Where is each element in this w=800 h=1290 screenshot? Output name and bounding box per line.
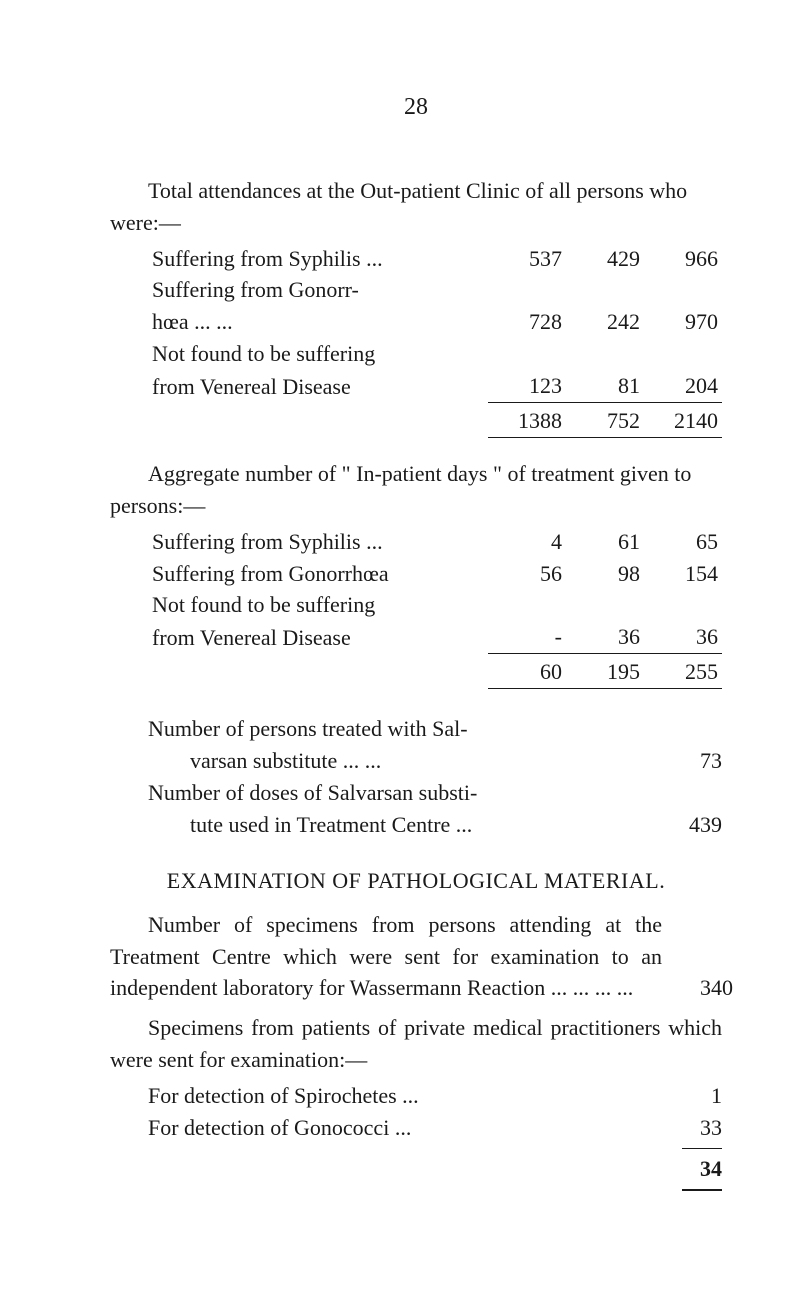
total-cell: 255 <box>644 656 722 688</box>
row-label: from Venereal Disease <box>148 621 488 653</box>
treatment-value: 73 <box>652 745 722 777</box>
treatment-label: Number of persons treated with Sal- <box>148 713 652 745</box>
treatment-label: varsan substitute ... ... <box>148 745 652 777</box>
row-label: from Venereal Disease <box>148 370 488 402</box>
total-row: 34 <box>148 1153 722 1185</box>
cell: 154 <box>644 558 722 590</box>
cell: 123 <box>488 370 566 402</box>
total-cell: 752 <box>566 405 644 437</box>
table-row: Suffering from Gonorr- <box>148 274 722 306</box>
cell: 4 <box>488 526 566 558</box>
detection-value: 1 <box>652 1080 722 1112</box>
table-row: Suffering from Syphilis ...46165 <box>148 526 722 558</box>
list-item: Number of doses of Salvarsan substi- <box>148 777 722 809</box>
inpatient-table: Suffering from Syphilis ...46165 Sufferi… <box>148 526 722 691</box>
total-row: 13887522140 <box>148 405 722 437</box>
specimens-text: Number of specimens from persons attendi… <box>110 909 662 1005</box>
treatment-value: 439 <box>652 809 722 841</box>
private-specimens-paragraph: Specimens from patients of private medic… <box>110 1012 722 1076</box>
page-number: 28 <box>110 90 722 125</box>
row-label: Not found to be suffering <box>148 589 488 621</box>
row-label: Suffering from Syphilis ... <box>148 526 488 558</box>
cell: 61 <box>566 526 644 558</box>
row-label: Suffering from Syphilis ... <box>148 243 488 275</box>
cell: 81 <box>566 370 644 402</box>
rule <box>682 1148 722 1149</box>
treatment-label: tute used in Treatment Centre ... <box>148 809 652 841</box>
row-label: Suffering from Gonorrhœa <box>148 558 488 590</box>
rule <box>682 1189 722 1191</box>
detection-value: 33 <box>652 1112 722 1144</box>
detection-label: For detection of Gonococci ... <box>148 1112 652 1144</box>
cell: 728 <box>488 306 566 338</box>
cell: 204 <box>644 370 722 402</box>
cell: - <box>488 621 566 653</box>
table-row: Not found to be suffering <box>148 338 722 370</box>
table-row: Not found to be suffering <box>148 589 722 621</box>
total-cell: 2140 <box>644 405 722 437</box>
table-row: hœa ... ...728242970 <box>148 306 722 338</box>
list-item: For detection of Gonococci ... 33 <box>148 1112 722 1144</box>
row-label: Not found to be suffering <box>148 338 488 370</box>
cell: 970 <box>644 306 722 338</box>
detection-total: 34 <box>652 1153 722 1185</box>
row-label: hœa ... ... <box>148 306 488 338</box>
cell: 242 <box>566 306 644 338</box>
list-item: varsan substitute ... ... 73 <box>148 745 722 777</box>
detection-list: For detection of Spirochetes ... 1 For d… <box>148 1080 722 1191</box>
table-row: from Venereal Disease-3636 <box>148 621 722 653</box>
detection-label: For detection of Spirochetes ... <box>148 1080 652 1112</box>
cell: 36 <box>566 621 644 653</box>
list-item: tute used in Treatment Centre ... 439 <box>148 809 722 841</box>
specimens-value: 340 <box>662 972 722 1004</box>
total-cell: 1388 <box>488 405 566 437</box>
cell: 98 <box>566 558 644 590</box>
cell: 429 <box>566 243 644 275</box>
table-row: Suffering from Syphilis ...537429966 <box>148 243 722 275</box>
treatment-label: Number of doses of Salvarsan substi- <box>148 777 652 809</box>
table-row: Suffering from Gonorrhœa5698154 <box>148 558 722 590</box>
cell: 966 <box>644 243 722 275</box>
total-row: 60195255 <box>148 656 722 688</box>
total-cell: 60 <box>488 656 566 688</box>
total-cell: 195 <box>566 656 644 688</box>
table-row: from Venereal Disease12381204 <box>148 370 722 402</box>
cell: 537 <box>488 243 566 275</box>
intro-paragraph-2: Aggregate number of " In-patient days " … <box>110 458 722 522</box>
attendance-table: Suffering from Syphilis ...537429966 Suf… <box>148 243 722 440</box>
cell: 65 <box>644 526 722 558</box>
specimens-paragraph: Number of specimens from persons attendi… <box>110 909 722 1005</box>
treatment-list: Number of persons treated with Sal- vars… <box>148 713 722 841</box>
cell: 36 <box>644 621 722 653</box>
list-item: Number of persons treated with Sal- <box>148 713 722 745</box>
intro-paragraph-1: Total attendances at the Out-patient Cli… <box>110 175 722 239</box>
section-heading: EXAMINATION OF PATHOLOGICAL MATERIAL. <box>110 865 722 897</box>
row-label: Suffering from Gonorr- <box>148 274 488 306</box>
list-item: For detection of Spirochetes ... 1 <box>148 1080 722 1112</box>
document-page: 28 Total attendances at the Out-patient … <box>0 0 800 1255</box>
cell: 56 <box>488 558 566 590</box>
